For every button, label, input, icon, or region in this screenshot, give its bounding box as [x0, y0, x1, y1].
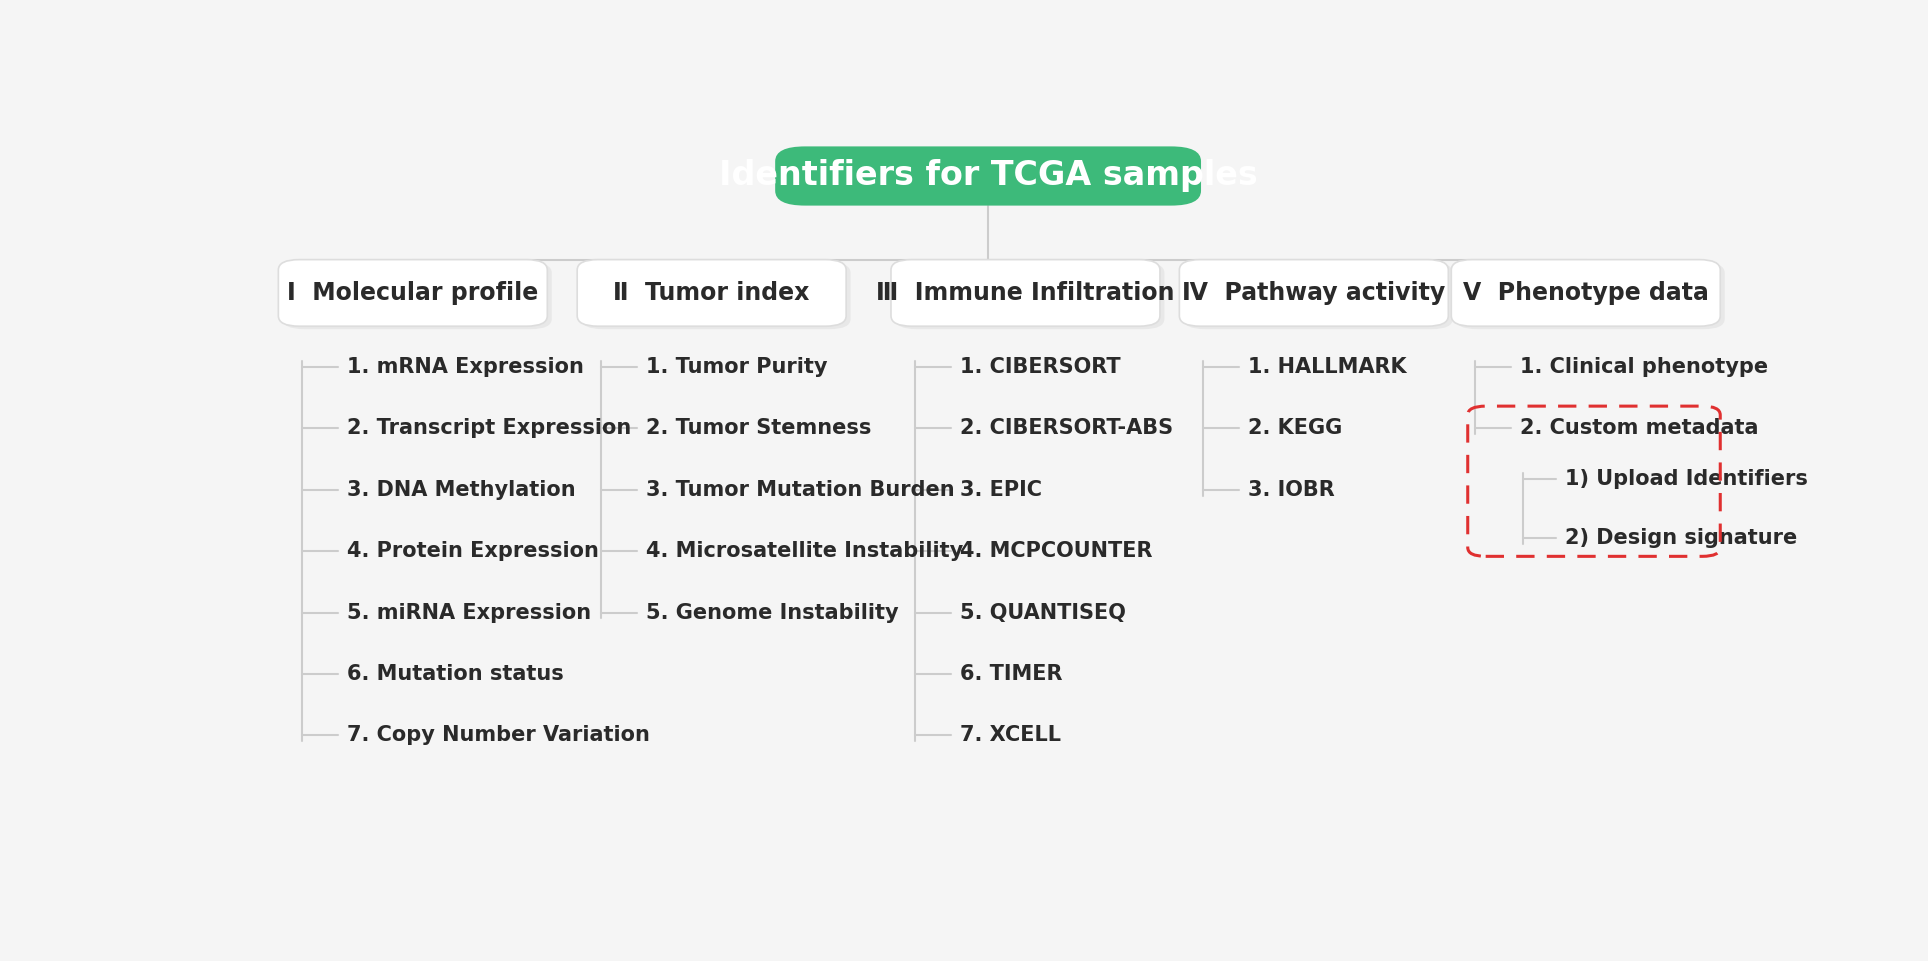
Text: 1) Upload Identifiers: 1) Upload Identifiers: [1566, 469, 1808, 488]
FancyBboxPatch shape: [283, 262, 551, 330]
Text: 5. QUANTISEQ: 5. QUANTISEQ: [960, 603, 1126, 623]
Text: 1. HALLMARK: 1. HALLMARK: [1247, 357, 1407, 377]
Text: 3. EPIC: 3. EPIC: [960, 480, 1041, 500]
Text: Ⅳ  Pathway activity: Ⅳ Pathway activity: [1182, 281, 1446, 305]
Text: 6. Mutation status: 6. Mutation status: [347, 664, 563, 684]
FancyBboxPatch shape: [775, 146, 1201, 206]
FancyBboxPatch shape: [1456, 262, 1726, 330]
Text: 5. Genome Instability: 5. Genome Instability: [646, 603, 898, 623]
Text: 2. Tumor Stemness: 2. Tumor Stemness: [646, 418, 871, 438]
Text: 2. KEGG: 2. KEGG: [1247, 418, 1342, 438]
Text: 7. Copy Number Variation: 7. Copy Number Variation: [347, 726, 650, 746]
Text: Ⅰ  Molecular profile: Ⅰ Molecular profile: [287, 281, 538, 305]
FancyBboxPatch shape: [1180, 259, 1448, 326]
Text: 3. Tumor Mutation Burden: 3. Tumor Mutation Burden: [646, 480, 954, 500]
Text: 3. DNA Methylation: 3. DNA Methylation: [347, 480, 576, 500]
Text: Ⅱ  Tumor index: Ⅱ Tumor index: [613, 281, 810, 305]
Text: 1. Tumor Purity: 1. Tumor Purity: [646, 357, 827, 377]
FancyBboxPatch shape: [891, 259, 1161, 326]
Text: 4. Microsatellite Instability: 4. Microsatellite Instability: [646, 541, 964, 561]
FancyBboxPatch shape: [582, 262, 850, 330]
Text: 4. MCPCOUNTER: 4. MCPCOUNTER: [960, 541, 1153, 561]
FancyBboxPatch shape: [1452, 259, 1720, 326]
FancyBboxPatch shape: [1184, 262, 1454, 330]
Text: Identifiers for TCGA samples: Identifiers for TCGA samples: [719, 160, 1257, 192]
Text: 1. Clinical phenotype: 1. Clinical phenotype: [1519, 357, 1768, 377]
Text: 5. miRNA Expression: 5. miRNA Expression: [347, 603, 592, 623]
Text: 2) Design signature: 2) Design signature: [1566, 528, 1797, 548]
Text: 4. Protein Expression: 4. Protein Expression: [347, 541, 600, 561]
FancyBboxPatch shape: [895, 262, 1165, 330]
Text: 2. Transcript Expression: 2. Transcript Expression: [347, 418, 630, 438]
Text: 1. mRNA Expression: 1. mRNA Expression: [347, 357, 584, 377]
FancyBboxPatch shape: [278, 259, 548, 326]
Text: 6. TIMER: 6. TIMER: [960, 664, 1062, 684]
Text: 2. CIBERSORT-ABS: 2. CIBERSORT-ABS: [960, 418, 1172, 438]
Text: Ⅴ  Phenotype data: Ⅴ Phenotype data: [1463, 281, 1708, 305]
Text: 3. IOBR: 3. IOBR: [1247, 480, 1334, 500]
Text: 2. Custom metadata: 2. Custom metadata: [1519, 418, 1758, 438]
Text: 7. XCELL: 7. XCELL: [960, 726, 1060, 746]
FancyBboxPatch shape: [576, 259, 846, 326]
Text: 1. CIBERSORT: 1. CIBERSORT: [960, 357, 1120, 377]
Text: Ⅲ  Immune Infiltration: Ⅲ Immune Infiltration: [875, 281, 1174, 305]
